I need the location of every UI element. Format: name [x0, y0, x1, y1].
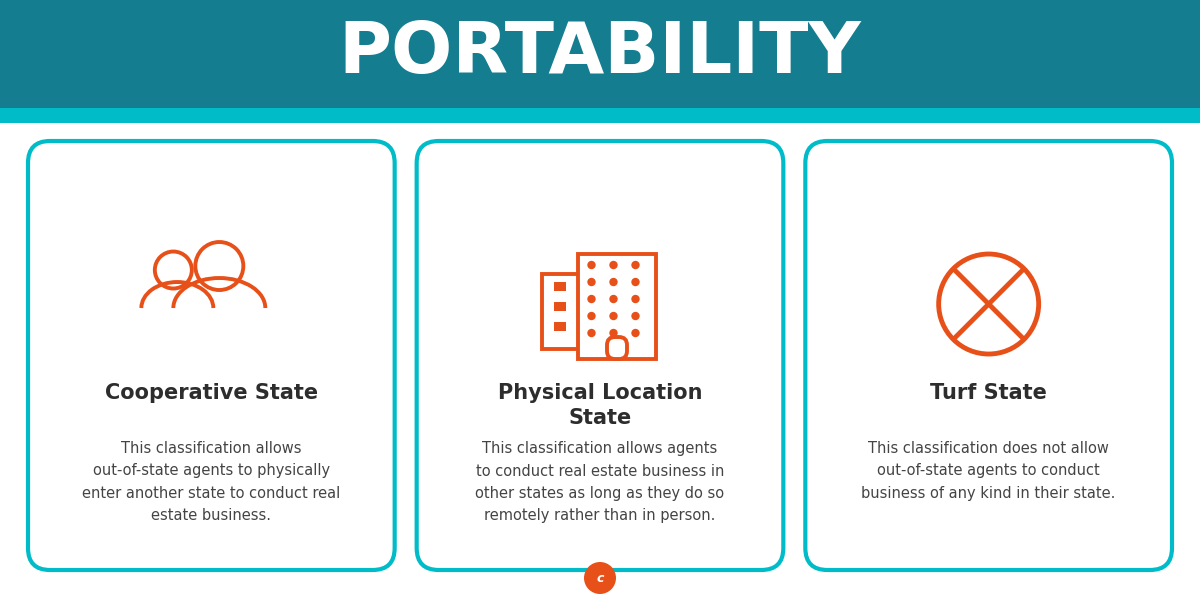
FancyBboxPatch shape	[28, 141, 395, 570]
FancyBboxPatch shape	[578, 254, 656, 359]
Circle shape	[631, 261, 640, 269]
Text: PORTABILITY: PORTABILITY	[338, 19, 862, 88]
Text: This classification allows
out-of-state agents to physically
enter another state: This classification allows out-of-state …	[83, 442, 341, 523]
FancyBboxPatch shape	[554, 282, 566, 291]
Circle shape	[584, 562, 616, 594]
FancyBboxPatch shape	[416, 141, 784, 570]
FancyBboxPatch shape	[0, 108, 1200, 123]
Text: Cooperative State: Cooperative State	[104, 383, 318, 403]
Text: This classification does not allow
out-of-state agents to conduct
business of an: This classification does not allow out-o…	[862, 442, 1116, 500]
Text: This classification allows agents
to conduct real estate business in
other state: This classification allows agents to con…	[475, 442, 725, 523]
Text: Turf State: Turf State	[930, 383, 1048, 403]
Circle shape	[587, 295, 595, 303]
Circle shape	[587, 261, 595, 269]
Circle shape	[610, 278, 618, 286]
FancyBboxPatch shape	[542, 274, 590, 349]
FancyBboxPatch shape	[0, 0, 1200, 108]
Circle shape	[587, 278, 595, 286]
Circle shape	[631, 329, 640, 337]
FancyBboxPatch shape	[554, 302, 566, 311]
Circle shape	[631, 312, 640, 320]
FancyBboxPatch shape	[607, 337, 628, 359]
Text: c: c	[596, 571, 604, 584]
Circle shape	[610, 329, 618, 337]
Circle shape	[610, 261, 618, 269]
FancyBboxPatch shape	[805, 141, 1172, 570]
FancyBboxPatch shape	[554, 322, 566, 331]
Circle shape	[631, 278, 640, 286]
Circle shape	[610, 295, 618, 303]
Circle shape	[610, 312, 618, 320]
Circle shape	[587, 312, 595, 320]
Text: Physical Location
State: Physical Location State	[498, 383, 702, 428]
Circle shape	[631, 295, 640, 303]
Circle shape	[587, 329, 595, 337]
